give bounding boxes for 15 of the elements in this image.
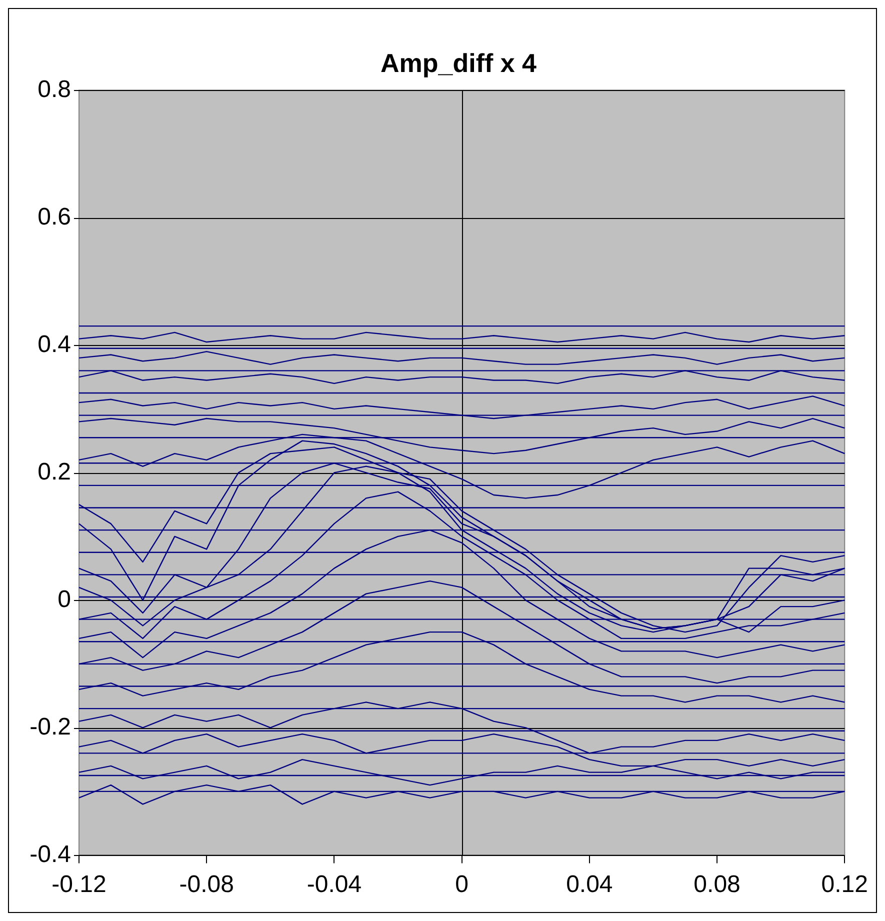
chart-title: Amp_diff x 4 xyxy=(380,48,538,78)
x-tick-label: 0.12 xyxy=(821,871,868,898)
y-tick-label: 0.2 xyxy=(38,458,71,486)
y-tick-label: -0.2 xyxy=(30,713,71,740)
y-tick-label: 0.8 xyxy=(38,76,71,103)
x-tick-label: 0.04 xyxy=(566,871,613,898)
x-tick-label: 0 xyxy=(455,871,468,898)
x-tick-label: -0.12 xyxy=(52,871,106,898)
y-tick-label: -0.4 xyxy=(30,840,71,868)
y-tick-label: 0.4 xyxy=(38,330,71,358)
y-tick-label: 0.6 xyxy=(38,203,71,230)
x-tick-label: 0.08 xyxy=(694,871,740,898)
y-tick-label: 0 xyxy=(58,586,71,613)
x-tick-label: -0.08 xyxy=(179,871,234,898)
x-tick-label: -0.04 xyxy=(306,871,362,898)
